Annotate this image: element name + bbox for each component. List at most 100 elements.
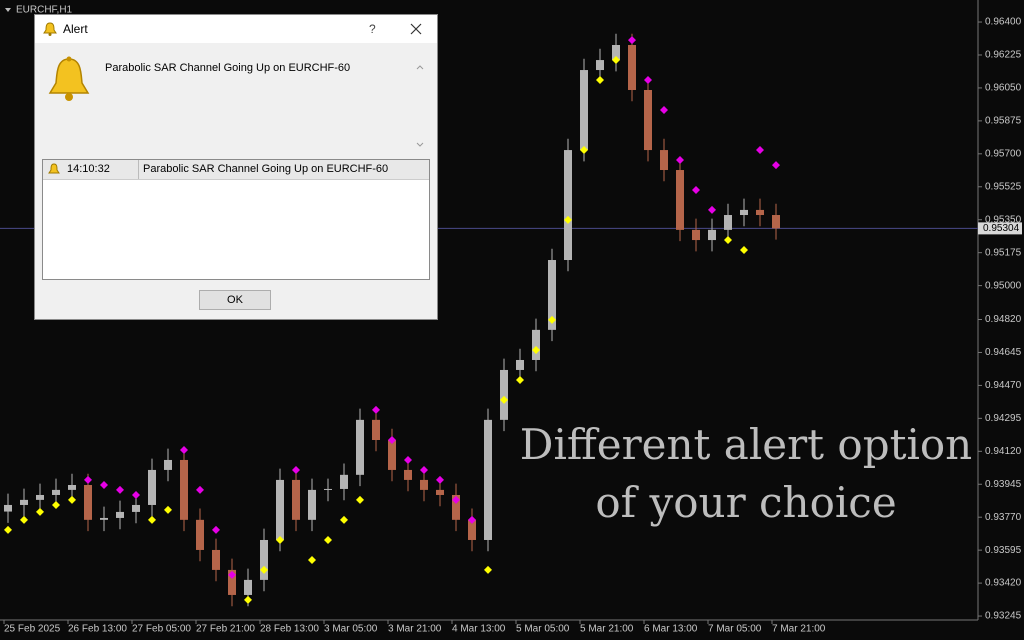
candle-body <box>532 329 540 360</box>
candle-body <box>644 89 652 151</box>
candle-body <box>132 504 140 512</box>
candle-body <box>660 150 668 171</box>
sar-dot <box>132 490 140 499</box>
x-tick-label: 7 Mar 21:00 <box>772 624 826 635</box>
menu-arrow <box>5 8 11 12</box>
sar-dot <box>612 56 620 65</box>
sar-dot <box>772 161 780 170</box>
sar-dot <box>692 185 700 194</box>
candle-body <box>596 60 604 71</box>
candle-body <box>612 44 620 61</box>
sar-dot <box>388 436 396 445</box>
y-tick-label: 0.95175 <box>985 247 1022 258</box>
sar-dot <box>84 475 92 484</box>
candle-body <box>84 485 92 520</box>
y-tick-label: 0.93245 <box>985 611 1022 622</box>
bell-large <box>48 56 90 101</box>
close-button[interactable] <box>410 23 422 35</box>
sar-dot <box>116 485 124 494</box>
sar-dot <box>292 465 300 474</box>
sar-dot <box>68 495 76 504</box>
y-tick-label: 0.93420 <box>985 578 1022 589</box>
y-tick-label: 0.96400 <box>985 17 1022 28</box>
sar-dot <box>580 146 588 155</box>
y-tick-label: 0.95700 <box>985 148 1022 159</box>
y-tick-label: 0.94295 <box>985 413 1022 424</box>
y-tick-label: 0.95350 <box>985 214 1022 225</box>
candle-body <box>548 260 556 330</box>
sar-dot <box>676 156 684 165</box>
message-area: Parabolic SAR Channel Going Up on EURCHF… <box>43 49 429 153</box>
y-tick-label: 0.94820 <box>985 314 1022 325</box>
sar-dot <box>660 105 668 114</box>
sar-dot <box>356 495 364 504</box>
alert-row[interactable]: 14:10:32 Parabolic SAR Channel Going Up … <box>43 160 429 180</box>
candle-body <box>628 44 636 90</box>
sar-dot <box>420 465 428 474</box>
x-tick-label: 27 Feb 21:00 <box>196 624 255 635</box>
sar-dot <box>20 515 28 524</box>
scrollbar[interactable] <box>415 61 425 151</box>
sar-dot <box>404 455 412 464</box>
candle-body <box>244 579 252 595</box>
candle-body <box>420 479 428 490</box>
candle-body <box>340 474 348 489</box>
candle-body <box>708 229 716 241</box>
sar-dot <box>596 76 604 85</box>
ok-button[interactable]: OK <box>199 290 271 310</box>
sar-dot <box>4 525 12 534</box>
candle-body <box>516 359 524 370</box>
sar-dot <box>244 595 252 604</box>
x-tick-label: 4 Mar 13:00 <box>452 624 506 635</box>
annotation: Different alert option <box>520 420 972 469</box>
candle-body <box>116 511 124 518</box>
candle-body <box>260 539 268 580</box>
candle-body <box>372 419 380 441</box>
sar-dot <box>708 205 716 214</box>
sar-dot <box>564 215 572 224</box>
x-tick-label: 28 Feb 13:00 <box>260 624 319 635</box>
x-tick-label: 5 Mar 05:00 <box>516 624 570 635</box>
candle-body <box>324 488 332 490</box>
y-tick-label: 0.95000 <box>985 280 1022 291</box>
x-tick-label: 6 Mar 13:00 <box>644 624 698 635</box>
x-tick-label: 7 Mar 05:00 <box>708 624 762 635</box>
candle-body <box>276 479 284 540</box>
candle-body <box>692 229 700 241</box>
candle-body <box>100 517 108 520</box>
alert-row-message: Parabolic SAR Channel Going Up on EURCHF… <box>143 163 389 175</box>
sar-dot <box>164 505 172 514</box>
sar-dot <box>100 481 108 490</box>
candle-body <box>724 215 732 230</box>
candle-body <box>36 494 44 500</box>
candle-body <box>292 479 300 520</box>
candle-body <box>356 419 364 475</box>
y-tick-label: 0.93945 <box>985 479 1022 490</box>
sar-dot <box>196 485 204 494</box>
candle-body <box>564 150 572 261</box>
alert-message: Parabolic SAR Channel Going Up on EURCHF… <box>105 62 351 74</box>
help-button[interactable]: ? <box>369 22 376 36</box>
sar-dot <box>436 475 444 484</box>
candle-body <box>452 494 460 520</box>
alert-time: 14:10:32 <box>67 163 110 175</box>
sar-dot <box>228 570 236 579</box>
y-tick-label: 0.94120 <box>985 446 1022 457</box>
candle-body <box>388 440 396 470</box>
sar-dot <box>500 395 508 404</box>
sar-dot <box>452 495 460 504</box>
y-tick-label: 0.93595 <box>985 545 1022 556</box>
y-tick-label: 0.95875 <box>985 116 1022 127</box>
sar-dot <box>724 236 732 245</box>
sar-dot <box>212 525 220 534</box>
candle-body <box>404 469 412 480</box>
sar-dot <box>36 507 44 516</box>
sar-dot <box>340 515 348 524</box>
alert-list: 14:10:32 Parabolic SAR Channel Going Up … <box>42 159 430 280</box>
candle-body <box>740 209 748 216</box>
sar-dot <box>324 535 332 544</box>
candle-body <box>212 549 220 570</box>
sar-dot <box>468 515 476 524</box>
x-tick-label: 27 Feb 05:00 <box>132 624 191 635</box>
